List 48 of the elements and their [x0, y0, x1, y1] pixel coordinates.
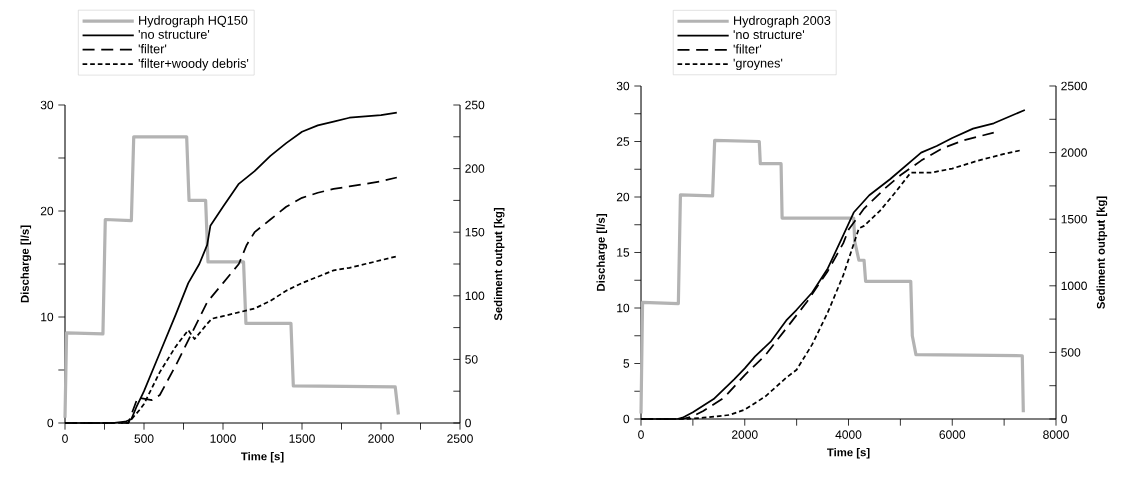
- x-tick-label: 8000: [1043, 430, 1069, 439]
- x-axis-title: Time [s]: [241, 452, 284, 463]
- y2-tick-label: 1500: [1061, 214, 1087, 224]
- y-tick-label: 0: [47, 418, 54, 428]
- y2-tick-label: 200: [465, 164, 485, 173]
- y-tick-label: 10: [41, 312, 54, 322]
- y-tick-label: 10: [617, 303, 630, 313]
- y2-tick-label: 50: [465, 355, 478, 364]
- legend-label: Hydrograph 2003: [734, 15, 831, 28]
- legend-label: 'filter': [138, 44, 167, 54]
- y-tick-label: 30: [40, 100, 54, 110]
- x-tick-label: 1000: [210, 434, 236, 443]
- y-tick-label: 5: [623, 359, 630, 368]
- y-tick-label: 20: [616, 192, 630, 202]
- y2-tick-label: 100: [465, 291, 485, 301]
- legend-label: 'groynes': [733, 58, 783, 71]
- y-tick-label: 25: [616, 137, 630, 146]
- y2-tick-label: 0: [465, 418, 471, 428]
- x-tick-label: 2500: [447, 434, 473, 443]
- y2-tick-label: 2500: [1061, 81, 1087, 91]
- y-tick-label: 30: [616, 81, 630, 91]
- y-tick-label: 0: [623, 414, 630, 424]
- y2-tick-label: 500: [1061, 348, 1081, 357]
- y2-axis-title: Sediment output [kg]: [493, 207, 505, 321]
- x-tick-label: 500: [134, 434, 154, 443]
- x-tick-label: 4000: [835, 430, 862, 439]
- x-tick-label: 6000: [939, 430, 966, 439]
- legend-label: 'no structure': [138, 30, 210, 39]
- y-tick-label: 20: [40, 206, 54, 216]
- x-tick-label: 1500: [289, 434, 315, 443]
- y2-tick-label: 2000: [1061, 148, 1087, 157]
- y2-tick-label: 150: [465, 227, 485, 237]
- y2-tick-label: 1000: [1061, 281, 1087, 291]
- x-tick-label: 0: [638, 430, 644, 439]
- legend-label: 'no structure': [733, 30, 805, 40]
- legend-label: Hydrograph HQ150: [139, 15, 248, 28]
- y2-tick-label: 250: [465, 100, 485, 110]
- legend-label: 'filter+woody debris': [138, 58, 249, 71]
- y-tick-label: 15: [617, 248, 630, 257]
- y-axis-title: Discharge [l/s]: [596, 214, 608, 291]
- x-tick-label: 0: [62, 434, 68, 443]
- x-axis-title: Time [s]: [827, 448, 870, 459]
- x-tick-label: 2000: [732, 430, 758, 439]
- y-axis-title: Discharge [l/s]: [20, 225, 32, 303]
- x-tick-label: 2000: [368, 434, 394, 443]
- y2-axis-title: Sediment output [kg]: [1096, 196, 1108, 309]
- y2-tick-label: 0: [1061, 414, 1067, 424]
- legend-label: 'filter': [733, 44, 762, 54]
